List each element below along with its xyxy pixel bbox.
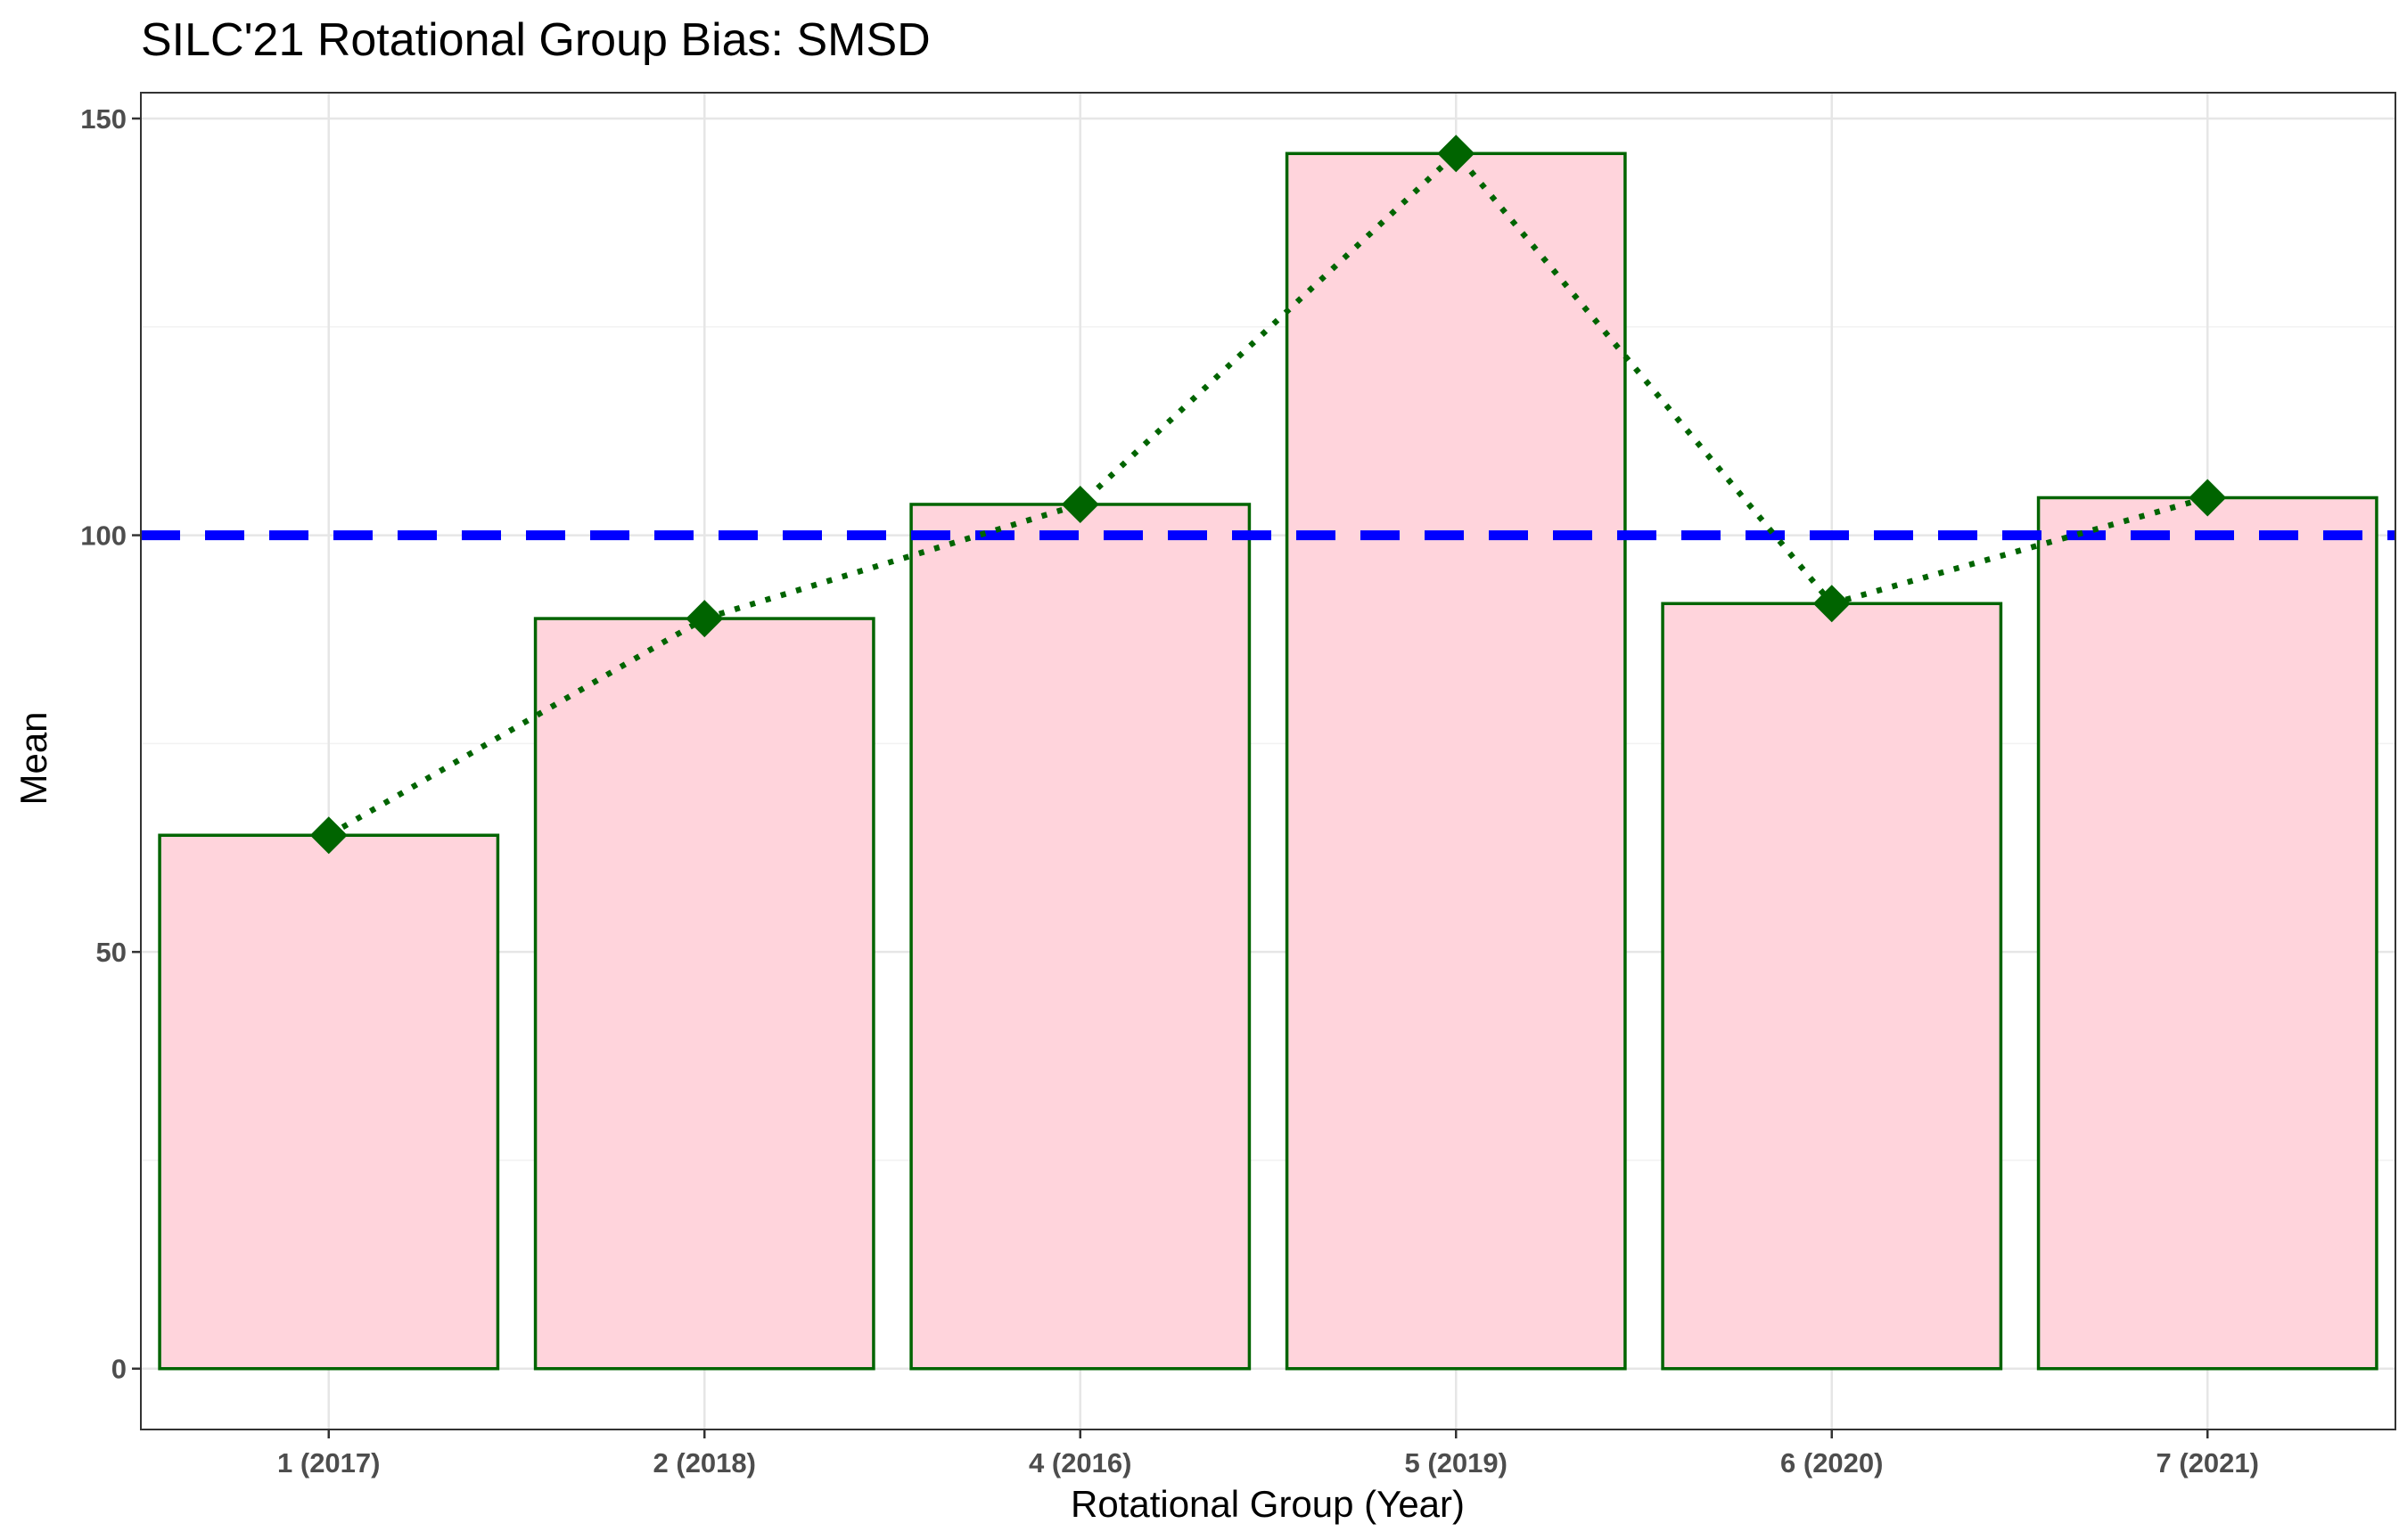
chart-title: SILC'21 Rotational Group Bias: SMSD bbox=[141, 14, 931, 66]
bar bbox=[158, 833, 500, 1371]
y-tick-label: 150 bbox=[80, 103, 127, 135]
x-axis-title: Rotational Group (Year) bbox=[1071, 1483, 1465, 1525]
axis-layer: 0 50 100 150 1 (2017) 2 (2018) 4 (2016) 5 (2019… bbox=[80, 103, 2259, 1479]
data-point-marker bbox=[1812, 585, 1851, 623]
data-point-marker bbox=[1437, 135, 1475, 173]
data-point-marker bbox=[2189, 479, 2227, 517]
bar bbox=[909, 503, 1252, 1371]
data-point-marker bbox=[686, 600, 724, 638]
bar bbox=[2036, 496, 2378, 1371]
bar bbox=[1285, 152, 1627, 1371]
x-tick-label: 6 (2020) bbox=[1780, 1447, 1883, 1479]
point-layer bbox=[309, 135, 2227, 855]
y-tick-label: 0 bbox=[111, 1354, 127, 1385]
panel-border bbox=[140, 92, 2396, 1430]
trend-line bbox=[327, 149, 2209, 839]
bar-layer bbox=[158, 152, 2378, 1371]
bar bbox=[533, 617, 875, 1371]
data-point-marker bbox=[309, 816, 348, 855]
y-tick-label: 50 bbox=[96, 937, 127, 968]
x-tick-label: 7 (2021) bbox=[2156, 1447, 2259, 1479]
x-tick-label: 2 (2018) bbox=[653, 1447, 756, 1479]
x-tick-label: 5 (2019) bbox=[1405, 1447, 1507, 1479]
x-tick-label: 4 (2016) bbox=[1029, 1447, 1131, 1479]
data-point-marker bbox=[1061, 485, 1099, 523]
y-axis-title: Mean bbox=[12, 711, 54, 805]
x-tick-label: 1 (2017) bbox=[277, 1447, 380, 1479]
y-tick-label: 100 bbox=[80, 520, 127, 552]
trend-line-layer bbox=[327, 149, 2209, 839]
bar bbox=[1661, 602, 2003, 1371]
